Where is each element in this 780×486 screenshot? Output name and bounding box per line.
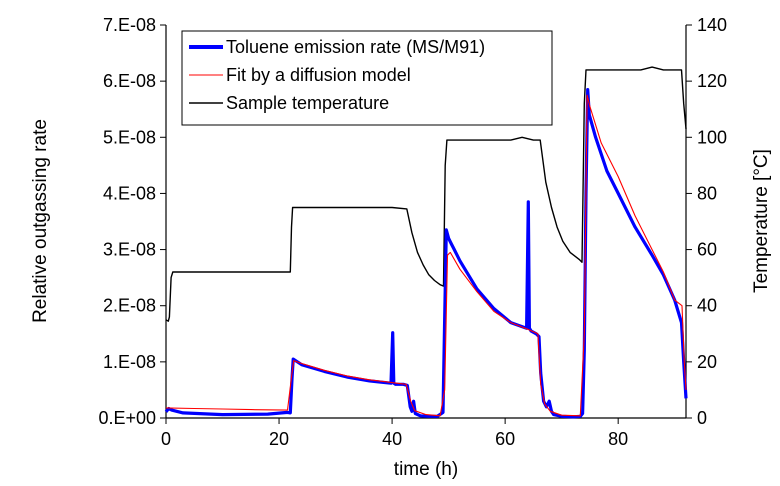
legend-label-temperature: Sample temperature <box>226 93 389 113</box>
y-left-tick-label: 0.E+00 <box>98 408 156 428</box>
y-right-tick-label: 140 <box>697 15 727 35</box>
legend-label-fit: Fit by a diffusion model <box>226 65 411 85</box>
y-left-tick-label: 5.E-08 <box>103 127 156 147</box>
y-right-tick-label: 100 <box>697 127 727 147</box>
y-left-axis-title: Relative outgassing rate <box>30 119 51 323</box>
y-right-tick-label: 60 <box>697 240 717 260</box>
ticks-layer: 0 20 40 60 80 0.E+00 1.E-08 2.E-08 3.E-08 4.E-08 5… <box>98 15 727 449</box>
x-axis-title: time (h) <box>394 459 458 480</box>
y-right-tick-label: 20 <box>697 352 717 372</box>
y-left-tick-label: 3.E-08 <box>103 240 156 260</box>
x-tick-label: 20 <box>269 429 289 449</box>
y-left-tick-label: 4.E-08 <box>103 183 156 203</box>
y-right-tick-label: 0 <box>697 408 707 428</box>
x-tick-label: 40 <box>382 429 402 449</box>
x-tick-label: 80 <box>608 429 628 449</box>
y-right-tick-label: 120 <box>697 71 727 91</box>
series-layer <box>164 66 688 419</box>
y-right-axis-title: Temperature [°C] <box>751 149 772 293</box>
y-left-tick-label: 1.E-08 <box>103 352 156 372</box>
legend: Toluene emission rate (MS/M91) Fit by a … <box>181 30 553 126</box>
plot-frame <box>165 25 687 419</box>
x-tick-label: 60 <box>495 429 515 449</box>
y-left-tick-label: 2.E-08 <box>103 296 156 316</box>
legend-box <box>181 30 553 126</box>
series-line-toluene <box>164 87 688 419</box>
y-left-tick-label: 6.E-08 <box>103 71 156 91</box>
series-line-temperature <box>165 66 687 322</box>
y-right-tick-label: 40 <box>697 296 717 316</box>
y-right-tick-label: 80 <box>697 183 717 203</box>
legend-label-toluene: Toluene emission rate (MS/M91) <box>226 37 485 57</box>
x-tick-label: 0 <box>161 429 171 449</box>
series-line-fit <box>165 94 687 417</box>
y-left-tick-label: 7.E-08 <box>103 15 156 35</box>
